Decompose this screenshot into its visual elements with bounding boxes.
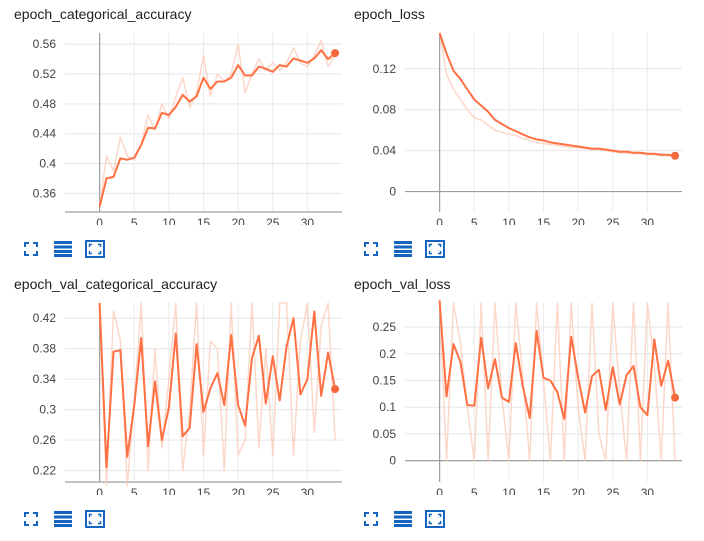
x-tick-label: 15: [197, 216, 211, 225]
data-table-icon[interactable]: [52, 508, 74, 530]
chart-epoch-val-loss[interactable]: 0 0.05 0.1 0.15 0.2 0.25 0 5 10 15 20 25 30: [340, 270, 685, 495]
x-tick-label: 20: [571, 216, 585, 225]
fit-domain-icon[interactable]: [424, 238, 446, 260]
x-tick-label: 30: [641, 486, 655, 495]
y-tick-label: 0.34: [33, 372, 57, 386]
y-tick-label: 0.56: [33, 37, 57, 51]
y-tick-label: 0.2: [379, 347, 396, 361]
x-tick-label: 5: [131, 216, 138, 225]
series-line-smoothed: [98, 302, 337, 469]
y-tick-label: 0.52: [33, 67, 57, 81]
chart-card-epoch-val-loss: epoch_val_loss 0 0.05 0.1 0.15 0.2 0.25 0 5 10 15…: [340, 270, 685, 540]
y-tick-label: 0.1: [379, 400, 396, 414]
x-tick-label: 0: [96, 486, 103, 495]
y-tick-label: 0.05: [373, 427, 397, 441]
x-tick-label: 15: [197, 486, 211, 495]
y-tick-label: 0: [389, 454, 396, 468]
series-line-smoothed: [438, 32, 676, 157]
x-tick-label: 0: [96, 216, 103, 225]
y-tick-label: 0.15: [373, 373, 397, 387]
x-tick-label: 25: [266, 486, 280, 495]
x-tick-label: 25: [266, 216, 280, 225]
x-tick-label: 5: [131, 486, 138, 495]
chart-title: epoch_loss: [354, 6, 425, 22]
y-tick-label: 0.08: [373, 103, 397, 117]
chart-title: epoch_val_loss: [354, 276, 451, 292]
chart-card-epoch-loss: epoch_loss 0 0.04 0.08 0.12 0 5 10 15 20 25 30: [340, 0, 685, 270]
y-tick-label: 0.25: [373, 320, 397, 334]
data-table-icon[interactable]: [392, 238, 414, 260]
chart-toolbar: [20, 238, 106, 260]
series-line-raw: [98, 302, 336, 487]
x-tick-label: 30: [301, 486, 315, 495]
last-point-marker: [671, 151, 680, 160]
y-tick-label: 0.12: [373, 62, 397, 76]
last-point-marker: [331, 385, 340, 394]
fit-domain-icon[interactable]: [424, 508, 446, 530]
y-tick-label: 0.3: [39, 403, 56, 417]
chart-title: epoch_categorical_accuracy: [14, 6, 192, 22]
last-point-marker: [331, 49, 340, 58]
chart-toolbar: [20, 508, 106, 530]
y-tick-label: 0.42: [33, 311, 57, 325]
x-tick-label: 30: [641, 216, 655, 225]
last-point-marker: [671, 393, 680, 402]
chart-epoch-val-categorical-accuracy[interactable]: 0.22 0.26 0.3 0.34 0.38 0.42 0 5 10 15 20 25 30: [0, 270, 345, 495]
x-tick-label: 0: [436, 216, 443, 225]
x-tick-label: 20: [231, 486, 245, 495]
chart-epoch-categorical-accuracy[interactable]: 0.36 0.4 0.44 0.48 0.52 0.56 0 5 10 15 20 25 30: [0, 0, 345, 225]
chart-card-epoch-categorical-accuracy: epoch_categorical_accuracy 0.36 0.4 0.44 0.…: [0, 0, 345, 270]
y-tick-label: 0.48: [33, 97, 57, 111]
y-tick-label: 0.22: [33, 464, 57, 478]
fit-domain-icon[interactable]: [84, 508, 106, 530]
x-tick-label: 25: [606, 486, 620, 495]
y-tick-label: 0: [389, 185, 396, 199]
expand-icon[interactable]: [360, 508, 382, 530]
x-tick-label: 20: [231, 216, 245, 225]
chart-title: epoch_val_categorical_accuracy: [14, 276, 218, 292]
expand-icon[interactable]: [360, 238, 382, 260]
x-tick-label: 5: [471, 486, 478, 495]
data-table-icon[interactable]: [392, 508, 414, 530]
data-table-icon[interactable]: [52, 238, 74, 260]
chart-epoch-loss[interactable]: 0 0.04 0.08 0.12 0 5 10 15 20 25 30: [340, 0, 685, 225]
chart-toolbar: [360, 238, 446, 260]
x-tick-label: 0: [436, 486, 443, 495]
series-line-smoothed: [438, 300, 677, 420]
chart-toolbar: [360, 508, 446, 530]
x-tick-label: 15: [537, 216, 551, 225]
x-tick-label: 10: [162, 486, 176, 495]
y-tick-label: 0.38: [33, 342, 57, 356]
x-tick-label: 20: [571, 486, 585, 495]
x-tick-label: 10: [502, 216, 516, 225]
x-tick-label: 10: [162, 216, 176, 225]
expand-icon[interactable]: [20, 238, 42, 260]
x-tick-label: 25: [606, 216, 620, 225]
x-tick-label: 5: [471, 216, 478, 225]
y-tick-label: 0.4: [39, 157, 56, 171]
expand-icon[interactable]: [20, 508, 42, 530]
series-line-raw: [438, 32, 676, 158]
x-tick-label: 10: [502, 486, 516, 495]
y-tick-label: 0.04: [373, 144, 397, 158]
y-tick-label: 0.26: [33, 433, 57, 447]
series-line-smoothed: [98, 49, 336, 208]
chart-card-epoch-val-categorical-accuracy: epoch_val_categorical_accuracy 0.22 0.26 0…: [0, 270, 345, 540]
fit-domain-icon[interactable]: [84, 238, 106, 260]
x-tick-label: 15: [537, 486, 551, 495]
series-line-raw: [98, 39, 336, 207]
y-tick-label: 0.44: [33, 127, 57, 141]
y-tick-label: 0.36: [33, 186, 57, 200]
x-tick-label: 30: [301, 216, 315, 225]
